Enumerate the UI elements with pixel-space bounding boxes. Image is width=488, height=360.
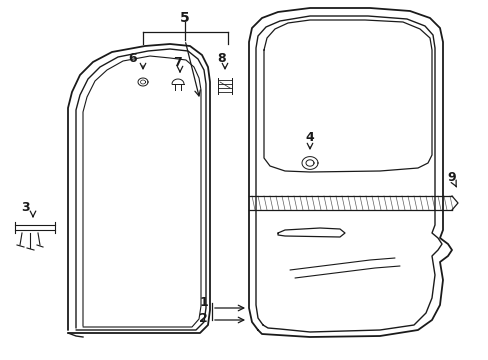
- Text: 5: 5: [180, 11, 189, 25]
- Text: 2: 2: [199, 311, 207, 324]
- Text: 8: 8: [217, 51, 226, 64]
- Text: 9: 9: [447, 171, 455, 184]
- Text: 3: 3: [20, 202, 29, 215]
- Text: 4: 4: [305, 131, 314, 144]
- Text: 7: 7: [173, 55, 182, 68]
- Text: 1: 1: [199, 297, 207, 310]
- Text: 6: 6: [128, 51, 137, 64]
